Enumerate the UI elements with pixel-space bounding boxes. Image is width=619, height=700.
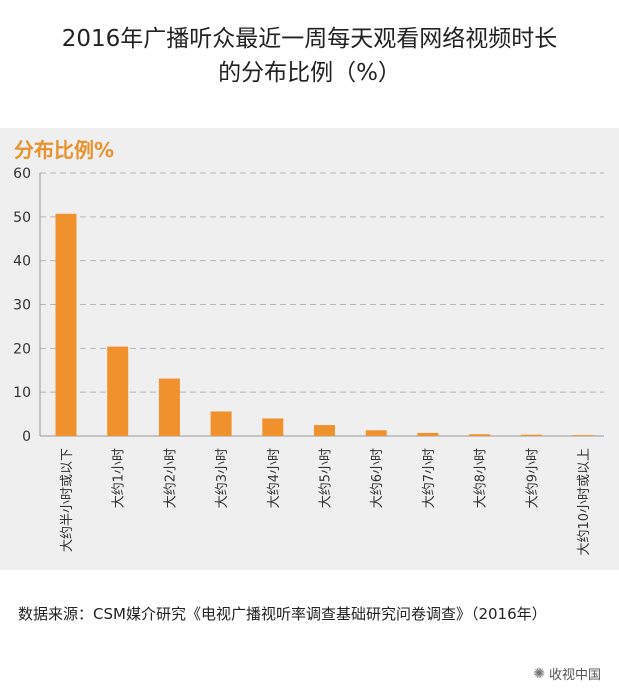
watermark: ✺ 收视中国 — [533, 664, 601, 684]
x-tick-label: 大约半小时或以下 — [60, 448, 75, 552]
bar — [107, 346, 129, 436]
x-tick-label: 大约6小时 — [370, 448, 385, 508]
y-tick-label: 40 — [13, 254, 31, 270]
x-tick-label: 大约4小时 — [267, 448, 282, 508]
y-tick-label: 20 — [13, 341, 31, 357]
x-tick-label: 大约10小时或以上 — [577, 448, 592, 556]
x-tick-label: 大约9小时 — [525, 448, 540, 508]
x-tick-label: 大约2小时 — [163, 448, 178, 508]
y-tick-label: 0 — [22, 429, 31, 445]
x-tick-label: 大约7小时 — [422, 448, 437, 508]
y-tick-labels: 0 10 20 30 40 50 60 — [13, 166, 31, 445]
bar — [365, 430, 387, 436]
watermark-text: 收视中国 — [548, 668, 601, 683]
bar — [262, 418, 284, 436]
bars — [55, 213, 594, 436]
y-axis-label: 分布比例% — [14, 138, 115, 162]
y-tick-label: 60 — [13, 166, 31, 182]
x-tick-label: 大约1小时 — [112, 448, 127, 508]
y-tick-label: 50 — [13, 210, 31, 226]
x-tick-label: 大约3小时 — [215, 448, 230, 508]
chart-panel — [0, 128, 619, 570]
title-line-1: 2016年广播听众最近一周每天观看网络视频时长 — [61, 26, 558, 52]
source-note: 数据来源：CSM媒介研究《电视广播视听率调查基础研究问卷调查》（2016年） — [18, 605, 547, 623]
chart-title: 2016年广播听众最近一周每天观看网络视频时长 的分布比例（%） — [0, 22, 619, 90]
x-tick-label: 大约8小时 — [474, 448, 489, 508]
bar — [572, 435, 594, 436]
y-tick-label: 30 — [13, 298, 31, 314]
bar — [417, 432, 439, 436]
bar — [469, 434, 491, 436]
title-line-2: 的分布比例（%） — [218, 60, 401, 86]
bar — [314, 425, 335, 436]
bar — [210, 411, 232, 436]
bar — [520, 434, 542, 436]
x-tick-label: 大约5小时 — [319, 448, 334, 508]
bar — [158, 378, 180, 436]
bar — [55, 213, 77, 436]
y-tick-label: 10 — [13, 385, 31, 401]
x-tick-labels: 大约半小时或以下 大约1小时 大约2小时 大约3小时 大约4小时 大约5小时 大约6小时 大约… — [60, 448, 592, 556]
wechat-icon: ✺ — [533, 665, 545, 682]
